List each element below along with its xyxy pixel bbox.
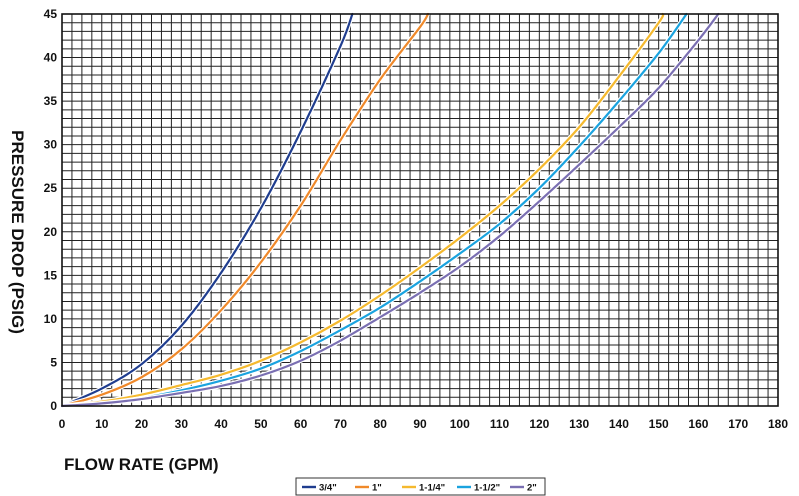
x-tick-label: 170 — [728, 417, 748, 431]
x-tick-label: 160 — [688, 417, 708, 431]
legend-label: 1" — [372, 483, 382, 494]
plot-frame — [61, 13, 779, 407]
y-tick-label: 10 — [44, 312, 58, 326]
y-tick-label: 30 — [44, 138, 58, 152]
x-tick-label: 100 — [450, 417, 470, 431]
series-line — [60, 12, 665, 408]
legend-label: 1-1/2" — [474, 483, 500, 494]
x-tick-labels: 0 10 20 30 40 50 60 70 80 90 100 110 120 130 140 150 160… — [59, 417, 789, 431]
x-tick-label: 60 — [294, 417, 308, 431]
x-tick-label: 90 — [413, 417, 427, 431]
x-tick-label: 70 — [334, 417, 348, 431]
legend-label: 1-1/4" — [419, 483, 445, 494]
legend: 3/4" 1" 1-1/4" 1-1/2" 2" — [295, 477, 546, 496]
x-tick-label: 80 — [374, 417, 388, 431]
x-tick-label: 180 — [768, 417, 788, 431]
series-layer — [59, 11, 721, 409]
x-axis-title: FLOW RATE (GPM) — [64, 455, 219, 474]
x-tick-label: 30 — [175, 417, 189, 431]
series-line-halo — [59, 11, 666, 409]
x-tick-label: 10 — [95, 417, 109, 431]
x-tick-label: 0 — [59, 417, 66, 431]
x-tick-label: 50 — [254, 417, 268, 431]
y-tick-label: 0 — [50, 399, 57, 413]
y-axis-title: PRESSURE DROP (PSIG) — [8, 130, 27, 334]
series-line — [60, 12, 354, 408]
legend-label: 3/4" — [319, 483, 337, 494]
y-tick-labels: 0 5 10 15 20 25 30 35 40 45 — [44, 7, 58, 413]
x-tick-label: 110 — [490, 417, 510, 431]
y-tick-label: 40 — [44, 51, 58, 65]
y-tick-label: 25 — [44, 181, 58, 195]
y-tick-label: 15 — [44, 268, 58, 282]
x-tick-label: 40 — [214, 417, 228, 431]
legend-box — [295, 477, 546, 496]
x-tick-label: 20 — [135, 417, 149, 431]
series-line — [60, 12, 430, 408]
legend-label: 2" — [527, 483, 537, 494]
series-line — [60, 12, 720, 408]
series-line-halo — [59, 11, 431, 409]
x-tick-label: 140 — [609, 417, 629, 431]
y-tick-label: 35 — [44, 94, 58, 108]
y-tick-label: 5 — [50, 355, 57, 369]
y-tick-label: 20 — [44, 225, 58, 239]
series-line-halo — [59, 11, 689, 409]
x-tick-label: 150 — [649, 417, 669, 431]
series-line — [60, 12, 688, 408]
x-tick-label: 120 — [529, 417, 549, 431]
x-tick-label: 130 — [569, 417, 589, 431]
chart-grid — [61, 13, 779, 407]
y-tick-label: 45 — [44, 7, 58, 21]
